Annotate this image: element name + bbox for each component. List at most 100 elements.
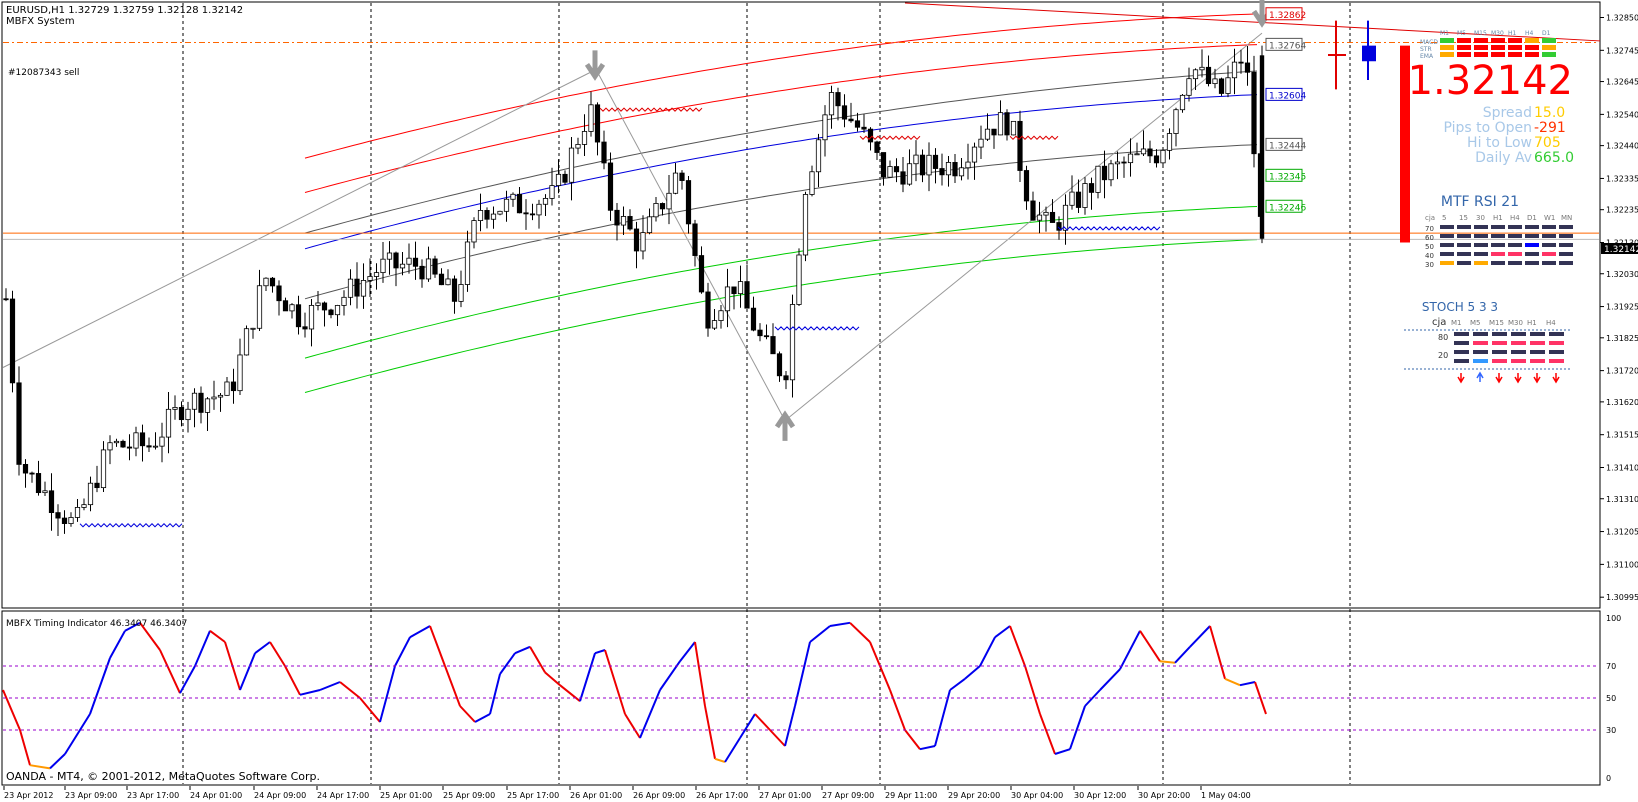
timing-line-segment bbox=[339, 681, 361, 699]
chart-overlays bbox=[79, 0, 1273, 528]
channel-line bbox=[304, 70, 1258, 234]
rsi-header: H4 bbox=[1510, 214, 1520, 222]
time-tick-label: 24 Apr 09:00 bbox=[254, 791, 306, 800]
candle-body bbox=[789, 304, 796, 381]
arrow-up-icon bbox=[1476, 371, 1484, 382]
timing-line-segment bbox=[704, 705, 716, 759]
timing-line-segment bbox=[1239, 681, 1256, 687]
dashboard-cell bbox=[1491, 38, 1505, 43]
candle-body bbox=[334, 305, 341, 316]
candle-body bbox=[1231, 61, 1238, 79]
candle-body bbox=[451, 278, 458, 302]
stoch-cell bbox=[1511, 359, 1526, 363]
rsi-cell bbox=[1525, 252, 1539, 256]
rsi-cell bbox=[1525, 261, 1539, 265]
timing-line-segment bbox=[1119, 630, 1141, 670]
timing-line-segment bbox=[904, 729, 921, 750]
candle-body bbox=[971, 146, 978, 163]
stat-value: 15.0 bbox=[1534, 105, 1565, 121]
arrow-down-icon bbox=[1533, 373, 1541, 384]
candle-body bbox=[107, 442, 113, 451]
main-chart-pane[interactable] bbox=[1, 1, 1601, 609]
dashboard-tf-header: H1 bbox=[1508, 30, 1517, 37]
candle-body bbox=[555, 173, 562, 186]
candle-body bbox=[347, 278, 354, 298]
rsi-cell bbox=[1542, 234, 1556, 238]
arrow-down-icon bbox=[1552, 373, 1560, 384]
dashboard-cell bbox=[1440, 52, 1454, 57]
candle-body bbox=[3, 298, 9, 301]
stoch-cell bbox=[1473, 350, 1488, 354]
candle-body bbox=[1192, 69, 1199, 80]
price-tick-label: 1.32030 bbox=[1606, 270, 1638, 279]
stoch-header: M30 bbox=[1508, 319, 1523, 327]
timing-line-segment bbox=[1009, 625, 1026, 667]
dashboard-tf-header: M5 bbox=[1457, 30, 1466, 37]
current-price-tag bbox=[1601, 243, 1638, 254]
candle-body bbox=[1225, 77, 1231, 94]
rsi-header: H1 bbox=[1493, 214, 1503, 222]
candle-body bbox=[1166, 133, 1173, 151]
time-tick-label: 25 Apr 17:00 bbox=[507, 791, 559, 800]
timing-line-segment bbox=[1254, 681, 1267, 715]
timing-line-segment bbox=[694, 641, 706, 707]
channel-line bbox=[304, 13, 1258, 159]
dashboard-cell bbox=[1508, 52, 1522, 57]
timing-line-segment bbox=[239, 652, 256, 691]
timing-line-segment bbox=[979, 636, 996, 667]
candle-body bbox=[867, 128, 874, 143]
candle-body bbox=[601, 141, 607, 164]
rsi-cell bbox=[1491, 225, 1505, 229]
candle-body bbox=[900, 171, 906, 185]
price-tick-label: 1.32235 bbox=[1606, 206, 1638, 215]
channel-label-box bbox=[1265, 137, 1303, 151]
candle-body bbox=[874, 141, 880, 153]
stoch-cell bbox=[1454, 341, 1469, 345]
candle-body bbox=[250, 327, 256, 330]
timing-line-segment bbox=[209, 629, 226, 643]
timing-line-segment bbox=[474, 713, 491, 723]
candle-body bbox=[659, 203, 666, 210]
candle-body bbox=[256, 285, 263, 329]
timing-line-segment bbox=[739, 713, 756, 739]
candle-body bbox=[386, 252, 393, 260]
candle-body bbox=[81, 504, 87, 508]
candle-body bbox=[1043, 211, 1049, 216]
timing-line-segment bbox=[919, 745, 936, 751]
candle-body bbox=[581, 131, 588, 145]
candle-body bbox=[640, 232, 646, 252]
timing-line-segment bbox=[639, 689, 661, 739]
candle-body bbox=[1186, 78, 1192, 96]
stoch-cell bbox=[1454, 359, 1469, 363]
candle-body bbox=[815, 139, 822, 173]
rsi-header: 30 bbox=[1476, 214, 1485, 222]
dashboard-cell bbox=[1491, 52, 1505, 57]
channel-label: 1.32246 bbox=[1269, 203, 1306, 213]
timing-line-segment bbox=[1224, 677, 1241, 687]
indicator-axis: 100 70 50 30 0 bbox=[3, 614, 1621, 783]
candle-body bbox=[1127, 153, 1134, 164]
resistance-wave bbox=[1009, 135, 1059, 140]
buy-signal-arrow bbox=[774, 410, 796, 441]
timing-line-segment bbox=[489, 673, 501, 715]
rsi-cell bbox=[1440, 243, 1454, 247]
candle-body bbox=[796, 254, 802, 305]
stoch-cell bbox=[1492, 332, 1507, 336]
price-tick-label: 1.32745 bbox=[1606, 46, 1638, 55]
candle-body bbox=[425, 258, 432, 280]
time-tick-label: 27 Apr 01:00 bbox=[759, 791, 811, 800]
stoch-header: H4 bbox=[1546, 319, 1556, 327]
candle-body bbox=[1017, 120, 1023, 171]
stoch-cell bbox=[1473, 341, 1488, 345]
timing-line-segment bbox=[1039, 713, 1056, 755]
sell-signal-arrow bbox=[584, 50, 606, 81]
candle-body bbox=[1036, 214, 1043, 221]
price-tick-label: 1.31925 bbox=[1606, 303, 1638, 312]
candle-body bbox=[159, 436, 165, 447]
timing-line-segment bbox=[1174, 646, 1191, 664]
channel-label-box bbox=[1265, 37, 1303, 51]
rsi-cell bbox=[1525, 225, 1539, 229]
price-axis: 1.32850 1.32745 1.32645 1.32540 1.32440 1.323… bbox=[1600, 14, 1638, 602]
rsi-cell bbox=[1491, 243, 1505, 247]
